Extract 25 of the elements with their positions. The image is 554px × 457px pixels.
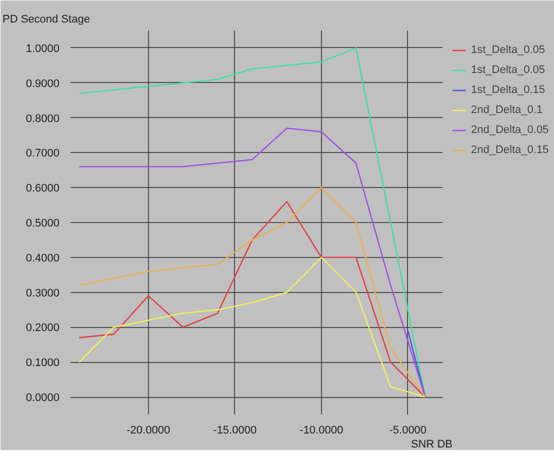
x-tick-label: -15.0000 <box>213 424 257 436</box>
legend-label: 2nd_Delta_0.05 <box>471 123 549 137</box>
y-tick-label: 1.0000 <box>26 42 60 55</box>
y-tick-label: 0.7000 <box>26 148 60 160</box>
x-tick-label: -5.0000 <box>389 424 427 436</box>
y-tick-label: 0.5000 <box>26 218 60 230</box>
legend-label: 2nd_Delta_0.1 <box>471 103 543 117</box>
y-tick-label: 0.9000 <box>26 78 60 90</box>
legend-label: 1st_Delta_0.05 <box>471 63 545 77</box>
y-tick-label: 0.0000 <box>26 392 60 404</box>
y-tick-label: 0.8000 <box>26 112 60 125</box>
x-tick-label: -10.0000 <box>300 424 344 436</box>
y-tick-label: 0.3000 <box>26 287 60 300</box>
legend-label: 2nd_Delta_0.15 <box>471 143 549 157</box>
y-tick-label: 0.4000 <box>26 252 60 264</box>
y-tick-label: 0.2000 <box>26 322 60 334</box>
x-tick-label: -20.0000 <box>126 424 170 436</box>
chart-title: PD Second Stage <box>2 14 90 26</box>
y-tick-label: 0.1000 <box>26 357 60 370</box>
line-series <box>78 128 426 398</box>
line-series <box>78 256 426 398</box>
legend-label: 1st_Delta_0.05 <box>471 43 545 57</box>
x-axis-title: SNR DB <box>410 438 452 450</box>
legend-label: 1st_Delta_0.15 <box>471 83 545 97</box>
y-tick-label: 0.6000 <box>26 182 60 195</box>
